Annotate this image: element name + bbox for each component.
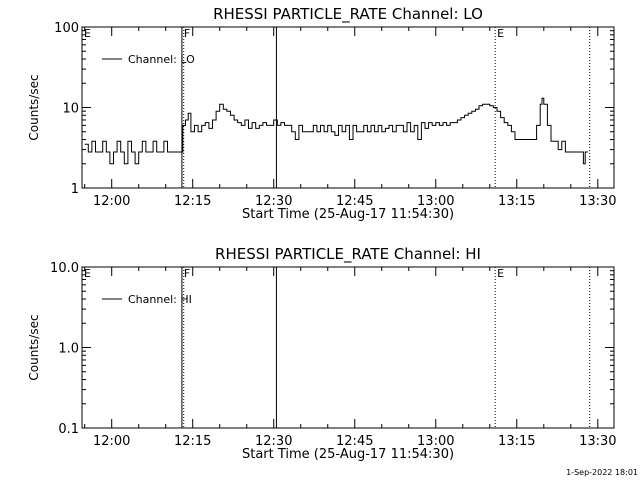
x-tick-label: 12:00 xyxy=(93,194,130,209)
x-tick-label: 12:15 xyxy=(174,434,211,449)
y-tick-label: 10 xyxy=(62,102,79,117)
chart-title: RHESSI PARTICLE_RATE Channel: LO xyxy=(213,5,483,24)
y-tick-label: 1.0 xyxy=(58,342,79,357)
x-tick-label: 13:15 xyxy=(498,434,535,449)
x-tick-label: 12:00 xyxy=(93,434,130,449)
chart-title: RHESSI PARTICLE_RATE Channel: HI xyxy=(215,245,481,264)
x-tick-label: 12:45 xyxy=(336,434,373,449)
y-axis-label: Counts/sec xyxy=(27,74,41,140)
x-tick-label: 13:30 xyxy=(579,194,616,209)
legend-label: Channel: HI xyxy=(128,293,192,306)
y-tick-label: 1 xyxy=(71,182,79,197)
time-marker-label: F xyxy=(184,267,190,280)
x-tick-label: 12:30 xyxy=(255,434,292,449)
time-marker-label: E xyxy=(497,27,504,40)
chart-hi-channel: RHESSI PARTICLE_RATE Channel: HI Counts/s… xyxy=(27,245,617,462)
plot-frame xyxy=(81,266,615,429)
time-marker-label: F xyxy=(184,27,190,40)
x-axis-label: Start Time (25-Aug-17 11:54:30) xyxy=(242,207,454,222)
x-tick-label: 12:15 xyxy=(174,194,211,209)
y-tick-label: 10.0 xyxy=(50,261,79,276)
y-tick-label: 100 xyxy=(54,21,79,36)
x-tick-label: 13:30 xyxy=(579,434,616,449)
time-marker-label: E xyxy=(84,27,91,40)
legend-label: Channel: LO xyxy=(128,53,195,66)
x-axis-label: Start Time (25-Aug-17 11:54:30) xyxy=(242,447,454,462)
chart-lo-channel: RHESSI PARTICLE_RATE Channel: LO Counts/s… xyxy=(27,5,617,222)
x-tick-label: 12:45 xyxy=(336,194,373,209)
y-tick-label: 0.1 xyxy=(58,422,79,437)
footer-date: 1-Sep-2022 18:01 xyxy=(566,468,638,477)
series-line xyxy=(84,97,588,165)
x-tick-label: 13:00 xyxy=(417,194,454,209)
plot-frame xyxy=(81,26,615,189)
x-tick-label: 12:30 xyxy=(255,194,292,209)
y-axis-label: Counts/sec xyxy=(27,314,41,380)
x-tick-label: 13:15 xyxy=(498,194,535,209)
x-tick-label: 13:00 xyxy=(417,434,454,449)
time-marker-label: E xyxy=(84,267,91,280)
time-marker-label: E xyxy=(497,267,504,280)
